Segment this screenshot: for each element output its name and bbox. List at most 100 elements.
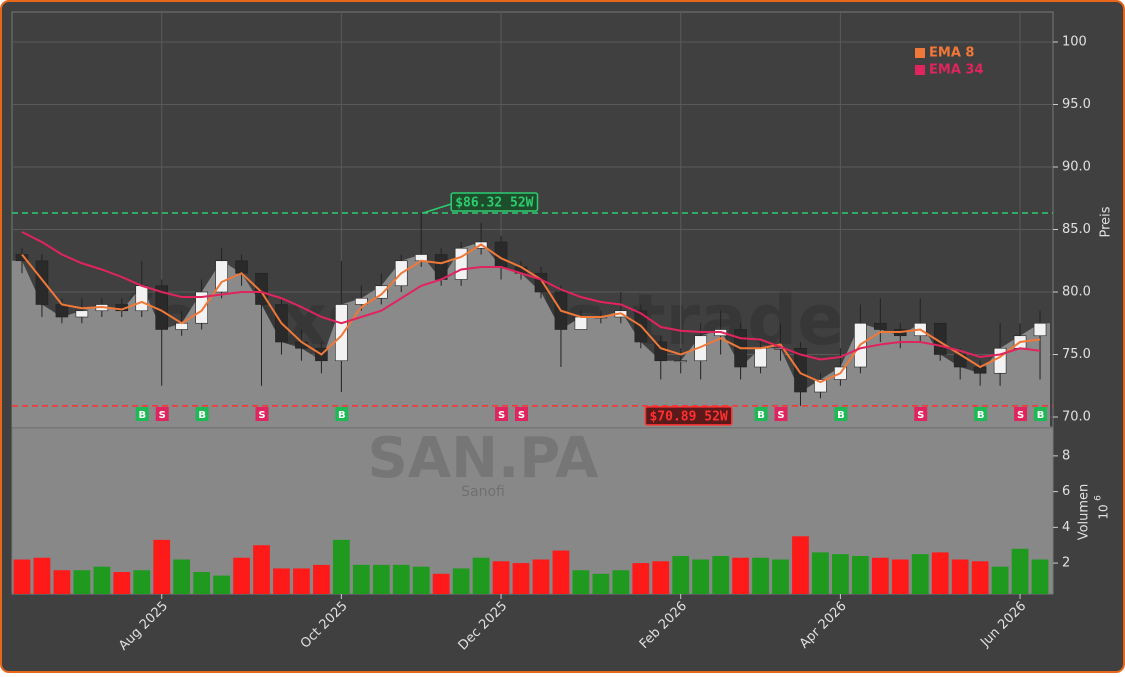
signal-label: S	[1017, 410, 1024, 421]
candle-body	[654, 341, 668, 362]
volume-bar	[93, 566, 111, 594]
legend-label: EMA 34	[929, 63, 984, 78]
volume-bar	[73, 570, 91, 594]
signal-box	[515, 407, 529, 421]
signal-box	[135, 407, 149, 421]
volume-bar	[991, 566, 1009, 594]
signal-label: B	[138, 410, 146, 421]
volume-bar	[931, 552, 949, 594]
volume-bar	[53, 570, 71, 594]
volume-bar	[552, 550, 570, 594]
candle-body	[374, 285, 388, 299]
y-tick-label: 95.0	[1062, 97, 1091, 112]
candle-body	[135, 285, 149, 312]
volume-bar	[452, 568, 470, 594]
y2-multiplier: 10	[1097, 504, 1111, 519]
ema-line	[21, 231, 1041, 361]
symbol-watermark: SAN.PA	[367, 426, 599, 491]
signal-box	[255, 407, 269, 421]
volume-bar	[632, 563, 650, 594]
volume-bar	[213, 575, 230, 594]
signal-marker: S	[495, 407, 509, 421]
signal-box	[914, 407, 928, 421]
signal-label: B	[977, 410, 985, 421]
volume-bar	[672, 555, 690, 594]
volume-bar	[13, 559, 31, 594]
signal-box	[774, 407, 788, 421]
volume-bar	[592, 573, 610, 594]
y-tick-label: 70.0	[1062, 410, 1091, 425]
signal-marker: S	[914, 407, 928, 421]
hline-label-box	[450, 192, 539, 212]
candle-body	[674, 360, 688, 363]
y-tick-label: 80.0	[1062, 285, 1091, 300]
volume-bar	[1011, 548, 1029, 594]
signal-label: S	[498, 410, 505, 421]
volume-bar	[352, 564, 370, 594]
volume-bar	[1031, 559, 1049, 594]
volume-bar	[951, 559, 969, 594]
volume-bar	[572, 570, 590, 594]
price-area	[12, 242, 1050, 427]
candle-body	[255, 272, 268, 305]
signal-marker: B	[1034, 407, 1048, 421]
y-tick-label: 100	[1062, 35, 1087, 50]
candle-body	[993, 347, 1007, 374]
signal-box	[834, 407, 848, 421]
volume-bar	[153, 539, 171, 594]
volume-bar	[392, 564, 410, 594]
signal-label: S	[917, 410, 924, 421]
candle-body	[235, 260, 248, 274]
volume-bar	[412, 566, 430, 594]
signal-marker: B	[754, 407, 768, 421]
volume-bar	[832, 554, 849, 594]
hline-arrow	[422, 203, 452, 214]
signal-marker: S	[1014, 407, 1028, 421]
volume-bar	[692, 559, 710, 594]
candle-body	[434, 254, 448, 280]
signal-marker: B	[834, 407, 848, 421]
legend-swatch	[915, 48, 925, 58]
signal-marker: B	[974, 407, 988, 421]
volume-bar	[512, 563, 530, 594]
volume-bar	[233, 557, 250, 594]
candle-body	[874, 322, 887, 330]
candle-body	[754, 347, 767, 368]
volume-bar	[313, 564, 330, 594]
candle-body	[355, 297, 368, 305]
candle-body	[55, 304, 69, 318]
signal-marker: S	[155, 407, 169, 421]
signal-box	[754, 407, 768, 421]
volume-bar	[472, 557, 490, 594]
legend-label: EMA 8	[929, 46, 974, 61]
signal-box	[335, 407, 349, 421]
candle-body	[814, 379, 827, 393]
volume-bar	[273, 568, 290, 594]
signal-marker: S	[774, 407, 788, 421]
y2-tick-label: 8	[1062, 448, 1070, 463]
y-axis-label: Preis	[1099, 206, 1114, 237]
candle-body	[35, 260, 49, 305]
signal-box	[155, 407, 169, 421]
candle-body	[1033, 322, 1047, 337]
volume-bar	[492, 561, 510, 594]
signal-box	[1014, 407, 1028, 421]
volume-bar	[652, 561, 670, 594]
hline-annotation: $86.32 52W	[422, 192, 539, 214]
volume-bar	[113, 572, 131, 594]
volume-bar	[792, 536, 809, 594]
company-watermark: Sanofi	[461, 484, 505, 500]
volume-bar	[253, 545, 270, 594]
volume-bar	[971, 561, 989, 594]
signal-label: B	[338, 410, 346, 421]
volume-bar	[851, 555, 869, 594]
y-tick-label: 75.0	[1062, 347, 1091, 362]
signal-label: B	[1037, 410, 1045, 421]
candle-body	[454, 247, 468, 280]
volume-bar	[891, 559, 909, 594]
ema-line	[21, 243, 1041, 384]
y2-tick-label: 6	[1062, 484, 1070, 499]
hline-label: $70.89 52W	[649, 409, 727, 424]
volume-bar	[712, 555, 730, 594]
